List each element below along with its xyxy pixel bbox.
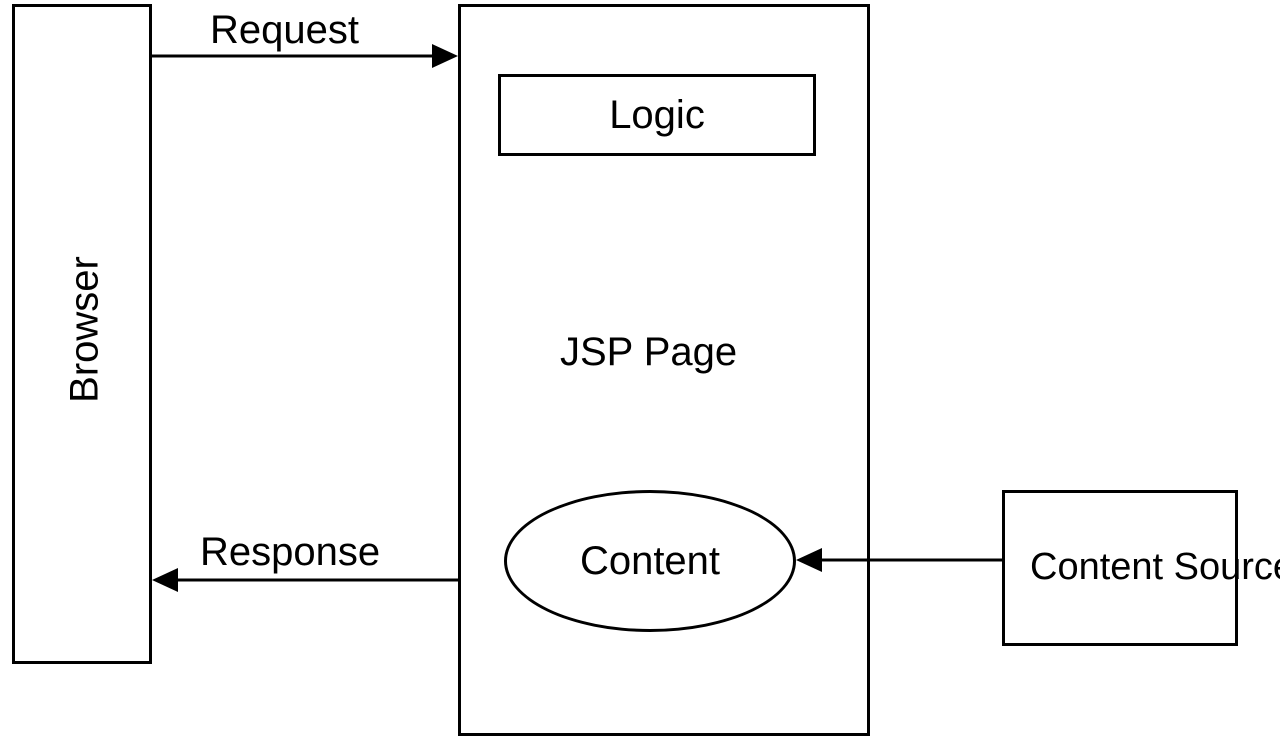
response-label: Response xyxy=(200,530,380,575)
content-source-line1: Content Source xyxy=(1030,545,1210,591)
content-source-label: Content Source xyxy=(1030,545,1210,591)
request-label: Request xyxy=(210,8,359,53)
browser-label: Browser xyxy=(63,230,108,430)
logic-label: Logic xyxy=(609,93,705,138)
content-label: Content xyxy=(580,539,720,584)
content-feed-arrow xyxy=(796,544,1006,576)
browser-box: Browser xyxy=(12,4,152,664)
content-source-box: Content Source xyxy=(1002,490,1238,646)
jsp-page-label: JSP Page xyxy=(560,330,737,375)
content-ellipse: Content xyxy=(504,490,796,632)
logic-box: Logic xyxy=(498,74,816,156)
